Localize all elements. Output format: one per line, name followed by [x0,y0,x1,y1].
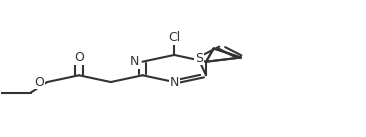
Text: O: O [35,75,45,89]
Text: Cl: Cl [168,31,180,44]
Text: O: O [74,51,84,64]
Text: N: N [169,76,179,89]
Text: N: N [130,55,139,68]
Text: S: S [195,52,203,65]
